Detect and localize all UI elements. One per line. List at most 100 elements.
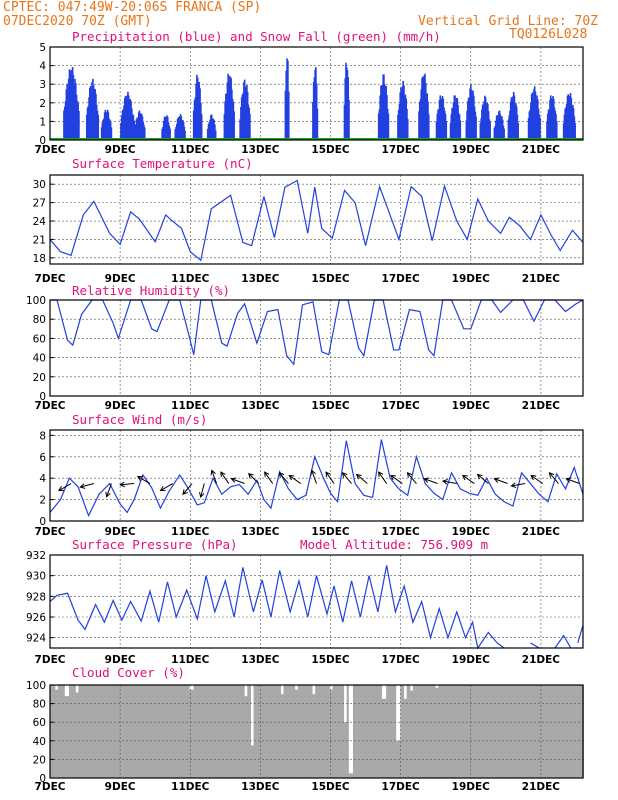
y-tick-label: 0 bbox=[39, 773, 46, 785]
cloud-bar bbox=[551, 685, 554, 778]
cloud-bar bbox=[250, 745, 253, 778]
y-tick-label: 6 bbox=[39, 452, 46, 464]
panel-title: Relative Humidity (%) bbox=[72, 283, 230, 298]
cloud-bar bbox=[518, 685, 521, 778]
cloud-bar bbox=[209, 685, 212, 778]
header-code: TQ0126L028 bbox=[509, 27, 588, 42]
cloud-bar bbox=[299, 685, 302, 778]
cloud-bar bbox=[286, 685, 289, 778]
cloud-bar bbox=[51, 685, 54, 778]
cloud-bar bbox=[569, 685, 572, 778]
x-tick-label: 17DEC bbox=[382, 144, 421, 156]
cloud-bar bbox=[488, 685, 491, 778]
cloud-bar bbox=[491, 685, 495, 778]
cloud-bar bbox=[289, 685, 293, 778]
cloud-bar bbox=[139, 685, 143, 778]
x-tick-label: 17DEC bbox=[382, 781, 421, 793]
cloud-bar bbox=[351, 773, 354, 778]
cloud-bar bbox=[103, 685, 106, 778]
cloud-bar bbox=[91, 685, 94, 778]
cloud-bar bbox=[565, 685, 569, 778]
wind-arrow bbox=[424, 478, 438, 484]
cloud-bar bbox=[420, 685, 423, 778]
cloud-bar bbox=[84, 685, 87, 778]
cloud-bar bbox=[573, 685, 577, 778]
cloud-bar bbox=[337, 685, 340, 778]
cloud-bar bbox=[83, 685, 86, 778]
cloud-bar bbox=[550, 685, 553, 778]
y-tick-label: 20 bbox=[33, 754, 46, 766]
panel-title: Surface Temperature (nC) bbox=[72, 156, 253, 171]
cloud-bar bbox=[147, 685, 151, 778]
cloud-bar bbox=[558, 685, 561, 778]
cloud-bar bbox=[65, 696, 68, 778]
wind-arrow-head bbox=[248, 472, 254, 479]
y-tick-label: 40 bbox=[33, 353, 46, 365]
cloud-bar bbox=[539, 685, 542, 778]
precip-bar bbox=[517, 122, 519, 140]
cloud-bar bbox=[386, 685, 389, 778]
cloud-bar bbox=[554, 685, 558, 778]
cloud-bar bbox=[439, 685, 442, 778]
y-tick-label: 4 bbox=[39, 473, 46, 485]
cloud-bar bbox=[381, 698, 384, 778]
cloud-bar bbox=[338, 685, 341, 778]
cloud-bar bbox=[311, 694, 315, 778]
wind-arrow-head bbox=[105, 491, 111, 498]
cloud-bar bbox=[163, 685, 166, 778]
precip-bar bbox=[233, 111, 235, 140]
cloud-bar bbox=[59, 685, 62, 778]
cloud-bar bbox=[251, 745, 255, 778]
cloud-bar bbox=[239, 685, 242, 778]
precip-bar bbox=[316, 108, 319, 140]
y-tick-label: 80 bbox=[33, 314, 46, 326]
wind-arrow-head bbox=[406, 472, 413, 478]
y-tick-label: 30 bbox=[33, 179, 46, 191]
cloud-bar bbox=[261, 685, 264, 778]
cloud-bar bbox=[190, 689, 193, 778]
panel-frame bbox=[49, 429, 584, 522]
cloud-bar bbox=[463, 685, 466, 778]
cloud-bar bbox=[266, 685, 269, 778]
cloud-bar bbox=[326, 685, 329, 778]
wind-arrow bbox=[279, 472, 289, 484]
wind-arrow bbox=[160, 483, 173, 491]
cloud-bar bbox=[476, 685, 479, 778]
cloud-bar bbox=[480, 685, 483, 778]
series-line bbox=[577, 625, 584, 644]
cloud-bar bbox=[357, 685, 360, 778]
cloud-bar bbox=[472, 685, 476, 778]
cloud-bar bbox=[169, 685, 173, 778]
cloud-bar bbox=[146, 685, 149, 778]
cloud-bar bbox=[206, 685, 209, 778]
cloud-bar bbox=[359, 685, 362, 778]
wind-arrow-head bbox=[119, 481, 125, 488]
cloud-bar bbox=[152, 685, 155, 778]
cloud-bar bbox=[427, 685, 430, 778]
cloud-bar bbox=[281, 694, 285, 778]
cloud-bar bbox=[217, 685, 220, 778]
y-tick-label: 100 bbox=[26, 680, 46, 692]
cloud-bar bbox=[376, 685, 379, 778]
cloud-bar bbox=[512, 685, 515, 778]
cloud-bar bbox=[203, 685, 206, 778]
x-tick-label: 11DEC bbox=[171, 526, 210, 538]
wind-arrow bbox=[342, 472, 352, 484]
wind-arrow-head bbox=[264, 471, 270, 478]
cloud-bar bbox=[493, 685, 496, 778]
cloud-bar bbox=[335, 685, 338, 778]
cloud-bar bbox=[259, 685, 263, 778]
cloud-bar bbox=[171, 685, 174, 778]
cloud-bar bbox=[92, 685, 95, 778]
cloud-bar bbox=[479, 685, 482, 778]
wind-arrow-head bbox=[530, 474, 537, 481]
wind-arrow-head bbox=[182, 489, 188, 496]
cloud-bar bbox=[269, 685, 272, 778]
precip-bar bbox=[285, 70, 288, 140]
y-tick-label: 8 bbox=[39, 430, 46, 442]
cloud-bar bbox=[130, 685, 133, 778]
cloud-bar bbox=[425, 685, 428, 778]
cloud-bar bbox=[141, 685, 144, 778]
cloud-bar bbox=[356, 685, 359, 778]
cloud-bar bbox=[136, 685, 139, 778]
